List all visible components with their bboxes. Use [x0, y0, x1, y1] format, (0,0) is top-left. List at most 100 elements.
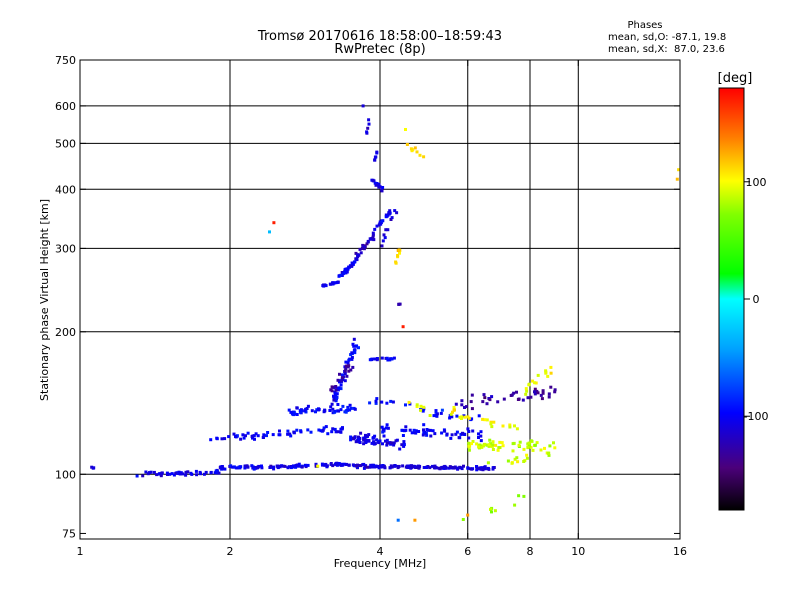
- data-point: [409, 147, 413, 151]
- data-point: [381, 186, 385, 189]
- data-point: [287, 408, 291, 412]
- data-point: [491, 440, 495, 444]
- data-point: [289, 434, 293, 438]
- data-point: [553, 390, 557, 394]
- data-point: [370, 441, 374, 445]
- data-point: [331, 281, 335, 285]
- data-point: [373, 158, 377, 162]
- data-point: [374, 183, 378, 187]
- data-point: [342, 271, 345, 275]
- data-point: [461, 518, 465, 521]
- data-point: [552, 441, 555, 445]
- data-point: [168, 472, 172, 476]
- data-point: [531, 379, 535, 383]
- data-point: [512, 391, 516, 395]
- stats-heading: Phases: [627, 20, 662, 31]
- data-point: [401, 434, 405, 437]
- data-point: [245, 464, 249, 468]
- data-point: [479, 439, 483, 443]
- data-point: [515, 390, 518, 394]
- data-point: [392, 443, 396, 447]
- data-point: [496, 448, 500, 452]
- data-point: [517, 494, 521, 498]
- data-point: [349, 435, 353, 439]
- data-point: [461, 431, 464, 435]
- x-tick-label: 8: [527, 545, 534, 558]
- data-point: [384, 439, 387, 443]
- data-point: [184, 473, 188, 477]
- data-point: [340, 427, 344, 431]
- data-point: [339, 383, 343, 387]
- data-point: [450, 433, 454, 437]
- stats-line-o: mean, sd,O: -87.1, 19.8: [608, 32, 726, 43]
- data-point: [251, 436, 254, 440]
- data-point: [281, 464, 285, 468]
- data-point: [334, 430, 338, 434]
- y-axis-label: Stationary phase Virtual Height [km]: [38, 199, 51, 401]
- data-point: [513, 503, 517, 507]
- data-point: [333, 427, 337, 431]
- data-point: [293, 412, 297, 416]
- data-point: [314, 410, 317, 414]
- data-point: [539, 448, 543, 452]
- data-point: [470, 442, 473, 446]
- data-point: [260, 466, 264, 470]
- data-point: [215, 437, 219, 441]
- data-point: [539, 393, 543, 397]
- data-point: [405, 143, 409, 146]
- data-point: [463, 415, 467, 419]
- data-point: [422, 431, 426, 435]
- data-point: [372, 440, 376, 444]
- data-point: [344, 267, 348, 271]
- data-point: [402, 443, 406, 447]
- data-point: [344, 360, 348, 364]
- data-point: [334, 399, 338, 403]
- data-point: [394, 261, 398, 265]
- data-point: [458, 465, 462, 469]
- data-point: [440, 408, 444, 412]
- data-point: [334, 388, 338, 392]
- data-point: [232, 465, 236, 469]
- data-point: [397, 248, 401, 252]
- data-point: [485, 402, 489, 406]
- data-point: [383, 466, 387, 470]
- data-point: [533, 387, 537, 391]
- data-point: [165, 471, 169, 475]
- data-point: [355, 344, 359, 348]
- data-point: [268, 466, 272, 469]
- data-point: [344, 463, 348, 466]
- data-point: [395, 438, 399, 442]
- data-point: [368, 401, 372, 405]
- data-points: [90, 104, 680, 522]
- data-point: [317, 428, 321, 432]
- data-point: [455, 414, 459, 418]
- data-point: [425, 466, 428, 469]
- data-point: [466, 427, 470, 431]
- data-point: [425, 433, 429, 437]
- data-point: [353, 260, 357, 264]
- data-point: [482, 444, 485, 448]
- data-point: [246, 431, 250, 435]
- x-tick-label: 1: [77, 545, 84, 558]
- data-point: [378, 220, 382, 224]
- data-point: [402, 440, 406, 444]
- data-point: [360, 247, 364, 250]
- data-point: [407, 400, 411, 404]
- data-point: [278, 465, 282, 469]
- data-point: [346, 361, 350, 365]
- data-point: [339, 430, 343, 434]
- data-point: [417, 430, 421, 433]
- data-point: [357, 440, 361, 444]
- y-tick-label: 600: [55, 100, 76, 113]
- data-point: [350, 351, 354, 355]
- data-point: [467, 441, 471, 445]
- y-tick-label: 200: [55, 326, 76, 339]
- data-point: [404, 425, 408, 429]
- data-point: [408, 428, 412, 432]
- data-point: [410, 431, 414, 435]
- data-point: [353, 407, 357, 411]
- data-point: [445, 432, 449, 436]
- data-point: [518, 440, 522, 444]
- data-point: [481, 468, 485, 472]
- data-point: [427, 428, 431, 432]
